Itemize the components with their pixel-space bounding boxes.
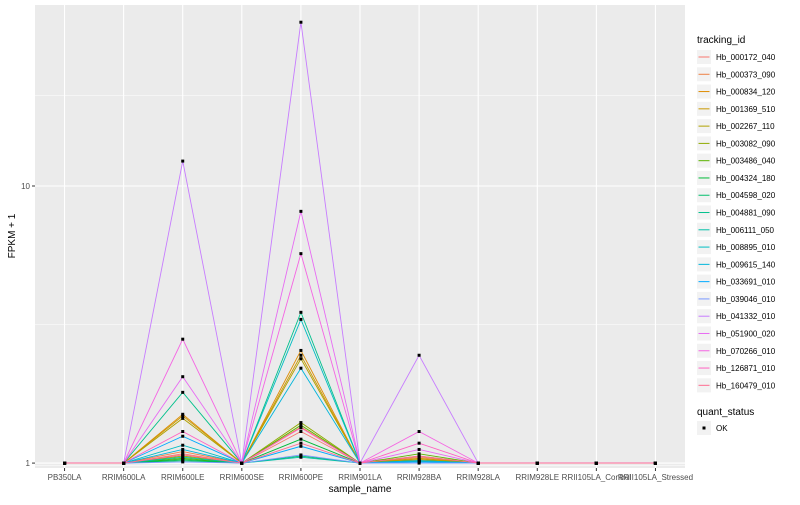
legend-label: Hb_009615_140 bbox=[716, 260, 776, 269]
x-axis-ticks: PB350LA RRIM600LA RRIM600LE RRIM600SE RRIM60… bbox=[48, 468, 693, 482]
data-point bbox=[240, 461, 244, 465]
data-point bbox=[417, 454, 421, 458]
data-point bbox=[181, 450, 185, 454]
x-tick-label: RRIM928LA bbox=[456, 473, 500, 482]
legend-label: Hb_006111_050 bbox=[716, 226, 775, 235]
data-point bbox=[181, 455, 185, 459]
data-point bbox=[417, 353, 421, 357]
x-tick-label: RRIM928LE bbox=[515, 473, 559, 482]
data-point bbox=[181, 416, 185, 420]
data-point bbox=[299, 209, 303, 213]
data-point bbox=[122, 461, 126, 465]
legend-label: Hb_000834_120 bbox=[716, 88, 776, 97]
legend-label: Hb_003486_040 bbox=[716, 157, 776, 166]
legend-label: Hb_033691_010 bbox=[716, 278, 776, 287]
data-point bbox=[299, 348, 303, 352]
data-point bbox=[299, 455, 303, 459]
data-point bbox=[299, 310, 303, 314]
status-legend-point bbox=[702, 426, 706, 430]
data-point bbox=[181, 460, 185, 464]
data-point bbox=[181, 447, 185, 451]
data-point bbox=[299, 453, 303, 457]
data-point bbox=[299, 437, 303, 441]
data-point bbox=[417, 452, 421, 456]
legend-label: Hb_070266_010 bbox=[716, 347, 776, 356]
data-point bbox=[181, 337, 185, 341]
legend-label: Hb_160479_010 bbox=[716, 381, 776, 390]
status-legend-title: quant_status bbox=[697, 407, 754, 418]
data-point bbox=[299, 20, 303, 24]
y-tick-label: 10 bbox=[21, 182, 30, 191]
data-point bbox=[299, 423, 303, 427]
legend-label: Hb_003082_090 bbox=[716, 139, 776, 148]
y-tick-label: 1 bbox=[26, 459, 31, 468]
data-point bbox=[181, 375, 185, 379]
x-tick-label: RRIM600LA bbox=[102, 473, 146, 482]
data-point bbox=[653, 461, 657, 465]
x-tick-label: RRII105LA_Stressed bbox=[618, 473, 693, 482]
x-tick-label: RRII105LA_Control bbox=[562, 473, 632, 482]
data-point bbox=[299, 357, 303, 361]
data-point bbox=[299, 252, 303, 256]
y-axis-title: FPKM + 1 bbox=[7, 213, 18, 258]
data-point bbox=[299, 317, 303, 321]
legend-label: Hb_004324_180 bbox=[716, 174, 776, 183]
legend-label: Hb_000373_090 bbox=[716, 70, 776, 79]
legend-label: Hb_041332_010 bbox=[716, 312, 776, 321]
data-point bbox=[299, 441, 303, 445]
data-point bbox=[299, 444, 303, 448]
legend-label: Hb_004881_090 bbox=[716, 209, 776, 218]
data-point bbox=[181, 443, 185, 447]
data-point bbox=[535, 461, 539, 465]
data-point bbox=[63, 461, 67, 465]
y-axis-ticks: 1 10 bbox=[21, 182, 35, 468]
status-legend-label: OK bbox=[716, 424, 728, 433]
grid-major bbox=[35, 5, 685, 468]
data-point bbox=[181, 453, 185, 457]
data-point bbox=[417, 441, 421, 445]
data-point bbox=[299, 426, 303, 430]
legend-label: Hb_001369_510 bbox=[716, 105, 776, 114]
data-point bbox=[181, 414, 185, 418]
legend-label: Hb_000172_040 bbox=[716, 53, 776, 62]
data-point bbox=[299, 421, 303, 425]
legend-title: tracking_id bbox=[697, 35, 745, 46]
data-point bbox=[181, 159, 185, 163]
x-tick-label: PB350LA bbox=[48, 473, 82, 482]
x-tick-label: RRIM600LE bbox=[161, 473, 205, 482]
legend: tracking_id Hb_000172_040Hb_000373_090Hb… bbox=[697, 35, 776, 435]
legend-items: Hb_000172_040 Hb_000373_090 Hb_000834_120 H… bbox=[697, 50, 776, 393]
x-tick-label: RRIM928BA bbox=[397, 473, 442, 482]
x-tick-label: RRIM600SE bbox=[220, 473, 264, 482]
data-point bbox=[417, 447, 421, 451]
legend-label: Hb_008895_010 bbox=[716, 243, 776, 252]
x-tick-label: RRIM600PE bbox=[279, 473, 323, 482]
data-point bbox=[181, 434, 185, 438]
legend-label: Hb_004598_020 bbox=[716, 191, 776, 200]
legend-label: Hb_051900_020 bbox=[716, 329, 776, 338]
legend-label: Hb_039046_010 bbox=[716, 295, 776, 304]
legend-label: Hb_126871_010 bbox=[716, 364, 776, 373]
data-point bbox=[594, 461, 598, 465]
x-axis-title: sample_name bbox=[329, 484, 392, 495]
data-point bbox=[299, 366, 303, 370]
data-point bbox=[417, 461, 421, 465]
series-points bbox=[63, 20, 657, 465]
data-point bbox=[358, 461, 362, 465]
data-point bbox=[417, 430, 421, 434]
data-point bbox=[181, 412, 185, 416]
data-point bbox=[181, 430, 185, 434]
data-point bbox=[299, 430, 303, 434]
data-point bbox=[299, 353, 303, 357]
x-tick-label: RRIM901LA bbox=[338, 473, 382, 482]
data-point bbox=[181, 390, 185, 394]
legend-label: Hb_002267_110 bbox=[716, 122, 775, 131]
data-point bbox=[476, 461, 480, 465]
